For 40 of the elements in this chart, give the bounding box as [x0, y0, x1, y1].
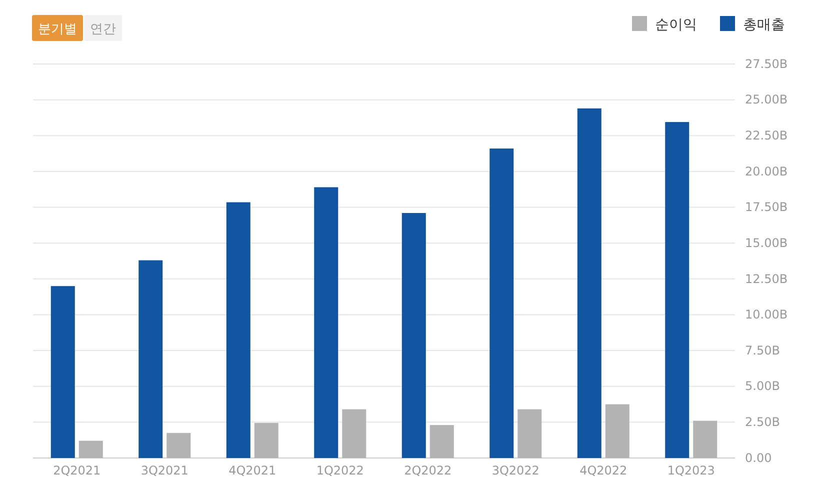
x-tick-label: 2Q2021	[53, 464, 101, 478]
bar	[50, 286, 75, 458]
bar	[314, 187, 338, 458]
y-tick-label: 5.00B	[745, 379, 780, 394]
x-tick-label: 4Q2022	[580, 464, 628, 478]
x-tick-label: 3Q2021	[140, 464, 188, 478]
selected-toggle-button: 분기별	[32, 15, 83, 41]
y-tick-label: 17.50B	[745, 200, 788, 214]
y-tick-label: 25.00B	[745, 92, 788, 107]
legend-label: 총매출	[743, 17, 785, 33]
bar	[402, 213, 426, 458]
y-tick-label: 22.50B	[745, 128, 788, 142]
y-tick-label: 27.50B	[745, 56, 788, 71]
bar	[342, 409, 366, 458]
x-tick-label: 3Q2022	[492, 464, 540, 478]
bar	[430, 425, 454, 458]
x-tick-label: 2Q2022	[404, 464, 452, 478]
bar	[577, 108, 602, 458]
y-tick-label: 10.00B	[745, 308, 788, 322]
bar	[605, 404, 630, 458]
x-tick-label: 1Q2023	[667, 464, 715, 478]
y-tick-label: 7.50B	[745, 343, 780, 358]
bar	[693, 420, 718, 458]
x-tick-label: 1Q2022	[316, 464, 364, 478]
toggle-button: 연간	[84, 15, 122, 41]
y-tick-label: 2.50B	[745, 415, 780, 430]
y-tick-label: 12.50B	[745, 272, 788, 286]
bar	[254, 422, 278, 458]
y-tick-label: 20.00B	[745, 164, 788, 178]
bar	[226, 202, 250, 458]
bar	[166, 432, 191, 458]
bar	[490, 148, 514, 458]
bar	[78, 440, 103, 458]
y-tick-label: 0.00	[745, 450, 772, 465]
bar	[518, 409, 542, 458]
bar	[665, 122, 690, 458]
y-tick-label: 15.00B	[745, 236, 788, 250]
legend-label: 순이익	[655, 17, 697, 33]
x-tick-label: 4Q2021	[228, 464, 276, 478]
bar	[138, 260, 163, 458]
